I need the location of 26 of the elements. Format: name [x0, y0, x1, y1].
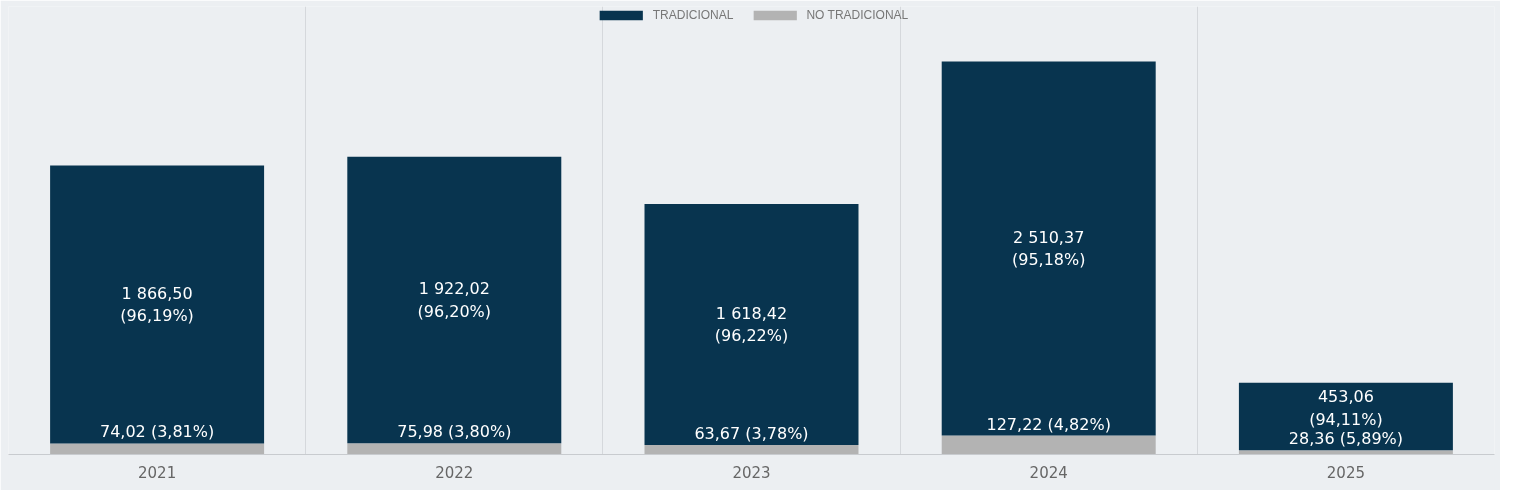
x-tick-label: 2023: [732, 463, 771, 482]
x-tick-label: 2024: [1029, 463, 1068, 482]
legend-label: TRADICIONAL: [652, 8, 734, 22]
data-label: 2 510,37 (95,18%): [1011, 227, 1086, 270]
bar: [1238, 450, 1453, 455]
bar: [50, 443, 265, 455]
data-label: 1 618,42 (96,22%): [714, 303, 789, 346]
legend-label: NO TRADICIONAL: [806, 8, 909, 22]
bar: [347, 156, 562, 444]
bar: [347, 443, 562, 455]
bar: [50, 165, 265, 444]
data-label: 453,06 (94,11%): [1309, 387, 1383, 430]
data-label: 75,98 (3,80%): [397, 422, 512, 442]
data-label: 127,22 (4,82%): [986, 414, 1111, 434]
x-tick-label: 2025: [1326, 463, 1365, 482]
bar: [644, 203, 859, 446]
x-tick-label: 2021: [138, 463, 177, 482]
data-label: 28,36 (5,89%): [1288, 429, 1403, 449]
data-label: 63,67 (3,78%): [694, 424, 809, 444]
data-label: 1 866,50 (96,19%): [120, 283, 194, 326]
bar: [941, 435, 1156, 455]
x-tick-label: 2022: [435, 463, 474, 482]
bar: [644, 445, 859, 455]
data-label: 74,02 (3,81%): [100, 422, 215, 442]
bar: [941, 61, 1156, 436]
data-label: 1 922,02 (96,20%): [417, 279, 492, 321]
